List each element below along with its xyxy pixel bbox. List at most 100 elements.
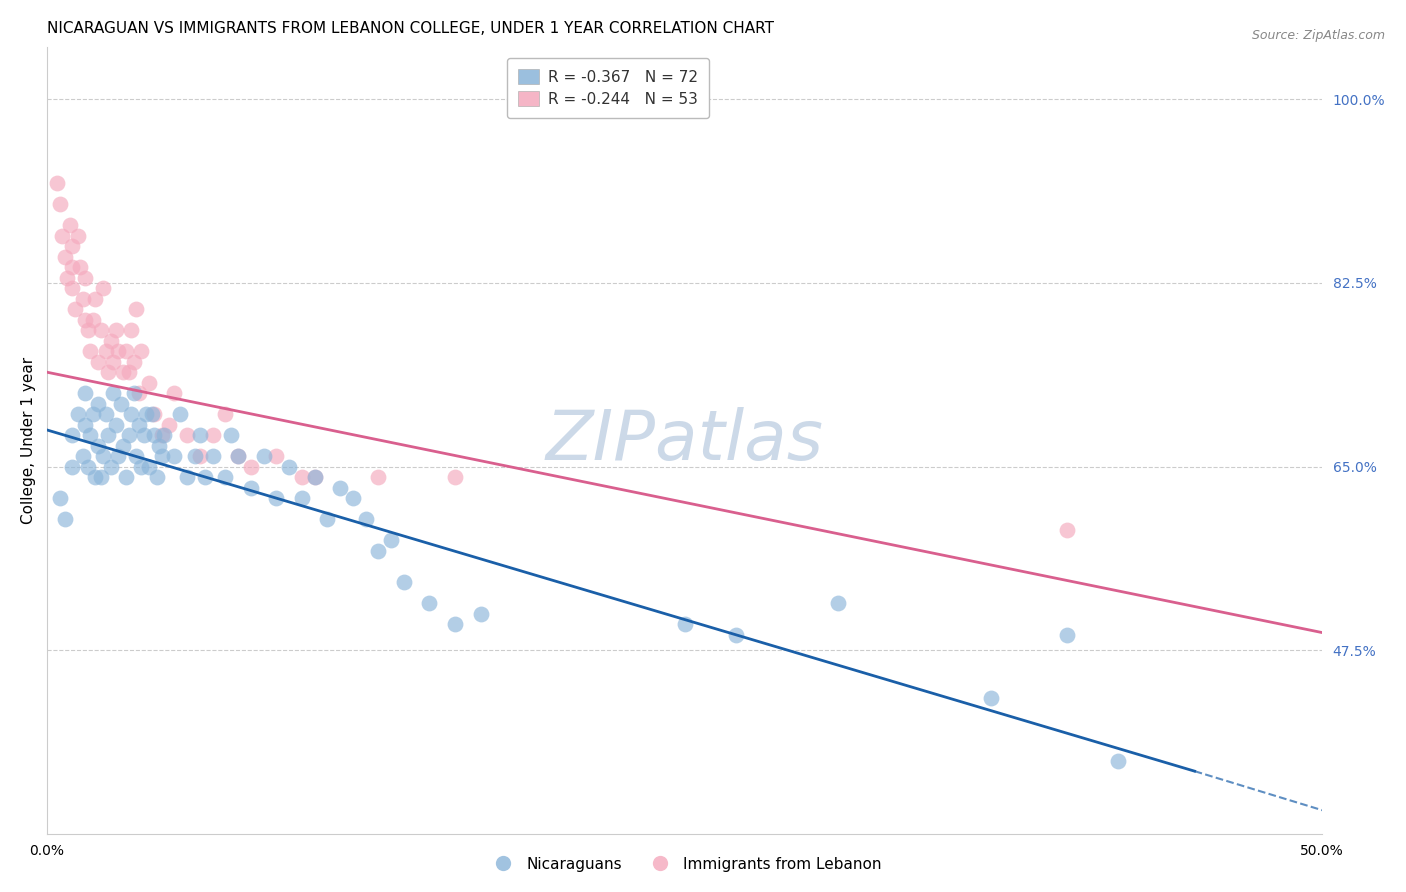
Point xyxy=(1107,754,1129,768)
Point xyxy=(82,312,104,326)
Point xyxy=(122,386,145,401)
Point xyxy=(176,428,198,442)
Point xyxy=(122,354,145,368)
Point xyxy=(103,386,125,401)
Point xyxy=(184,449,207,463)
Point xyxy=(278,459,301,474)
Point xyxy=(201,449,224,463)
Point xyxy=(367,470,389,484)
Point xyxy=(94,407,117,421)
Point xyxy=(253,449,276,463)
Point xyxy=(46,176,69,190)
Point xyxy=(226,449,249,463)
Point xyxy=(62,239,84,253)
Point xyxy=(240,459,263,474)
Y-axis label: College, Under 1 year: College, Under 1 year xyxy=(21,357,35,524)
Point xyxy=(76,323,98,337)
Text: ZIPatlas: ZIPatlas xyxy=(546,407,824,474)
Point xyxy=(89,470,111,484)
Point xyxy=(69,260,91,275)
Point xyxy=(128,417,150,432)
Point xyxy=(1056,628,1078,642)
Point xyxy=(107,449,129,463)
Point xyxy=(128,386,150,401)
Point xyxy=(470,607,492,621)
Point xyxy=(94,344,117,359)
Point xyxy=(145,470,167,484)
Point xyxy=(827,596,849,610)
Text: NICARAGUAN VS IMMIGRANTS FROM LEBANON COLLEGE, UNDER 1 YEAR CORRELATION CHART: NICARAGUAN VS IMMIGRANTS FROM LEBANON CO… xyxy=(46,21,773,36)
Point xyxy=(115,470,138,484)
Point xyxy=(59,218,82,232)
Point xyxy=(219,428,242,442)
Point xyxy=(87,439,110,453)
Point xyxy=(226,449,249,463)
Legend: Nicaraguans, Immigrants from Lebanon: Nicaraguans, Immigrants from Lebanon xyxy=(482,850,887,878)
Point xyxy=(84,470,107,484)
Point xyxy=(66,407,89,421)
Point xyxy=(62,260,84,275)
Point xyxy=(138,459,160,474)
Point xyxy=(444,470,467,484)
Point xyxy=(115,344,138,359)
Point xyxy=(56,270,79,285)
Point xyxy=(214,407,236,421)
Point xyxy=(97,428,120,442)
Point xyxy=(75,417,97,432)
Point xyxy=(82,407,104,421)
Point xyxy=(266,491,288,506)
Point xyxy=(143,428,166,442)
Point xyxy=(150,428,173,442)
Point xyxy=(100,459,122,474)
Point xyxy=(76,459,98,474)
Point xyxy=(201,428,224,442)
Point xyxy=(194,470,217,484)
Point xyxy=(66,228,89,243)
Point xyxy=(125,449,148,463)
Point xyxy=(131,459,153,474)
Point xyxy=(188,428,211,442)
Point xyxy=(724,628,747,642)
Point xyxy=(97,365,120,379)
Point xyxy=(316,512,339,526)
Point xyxy=(62,459,84,474)
Point xyxy=(980,690,1002,705)
Point xyxy=(304,470,326,484)
Point xyxy=(103,354,125,368)
Point xyxy=(91,281,114,295)
Point xyxy=(48,491,70,506)
Point xyxy=(84,292,107,306)
Point xyxy=(51,228,73,243)
Point xyxy=(163,449,186,463)
Point xyxy=(79,428,101,442)
Point xyxy=(169,407,191,421)
Point xyxy=(138,376,160,390)
Point xyxy=(117,365,139,379)
Point xyxy=(100,334,122,348)
Point xyxy=(291,470,314,484)
Point xyxy=(112,439,135,453)
Point xyxy=(79,344,101,359)
Point xyxy=(354,512,377,526)
Point xyxy=(150,449,173,463)
Point xyxy=(87,354,110,368)
Point xyxy=(87,397,110,411)
Point xyxy=(104,323,127,337)
Point xyxy=(367,543,389,558)
Point xyxy=(120,323,142,337)
Point xyxy=(444,617,467,632)
Point xyxy=(63,302,86,317)
Point xyxy=(157,417,180,432)
Point xyxy=(62,281,84,295)
Point xyxy=(131,344,153,359)
Point xyxy=(48,197,70,211)
Point xyxy=(135,407,157,421)
Point xyxy=(112,365,135,379)
Point xyxy=(104,417,127,432)
Point xyxy=(117,428,139,442)
Point xyxy=(240,481,263,495)
Point xyxy=(329,481,352,495)
Point xyxy=(418,596,440,610)
Point xyxy=(72,292,94,306)
Point xyxy=(148,439,170,453)
